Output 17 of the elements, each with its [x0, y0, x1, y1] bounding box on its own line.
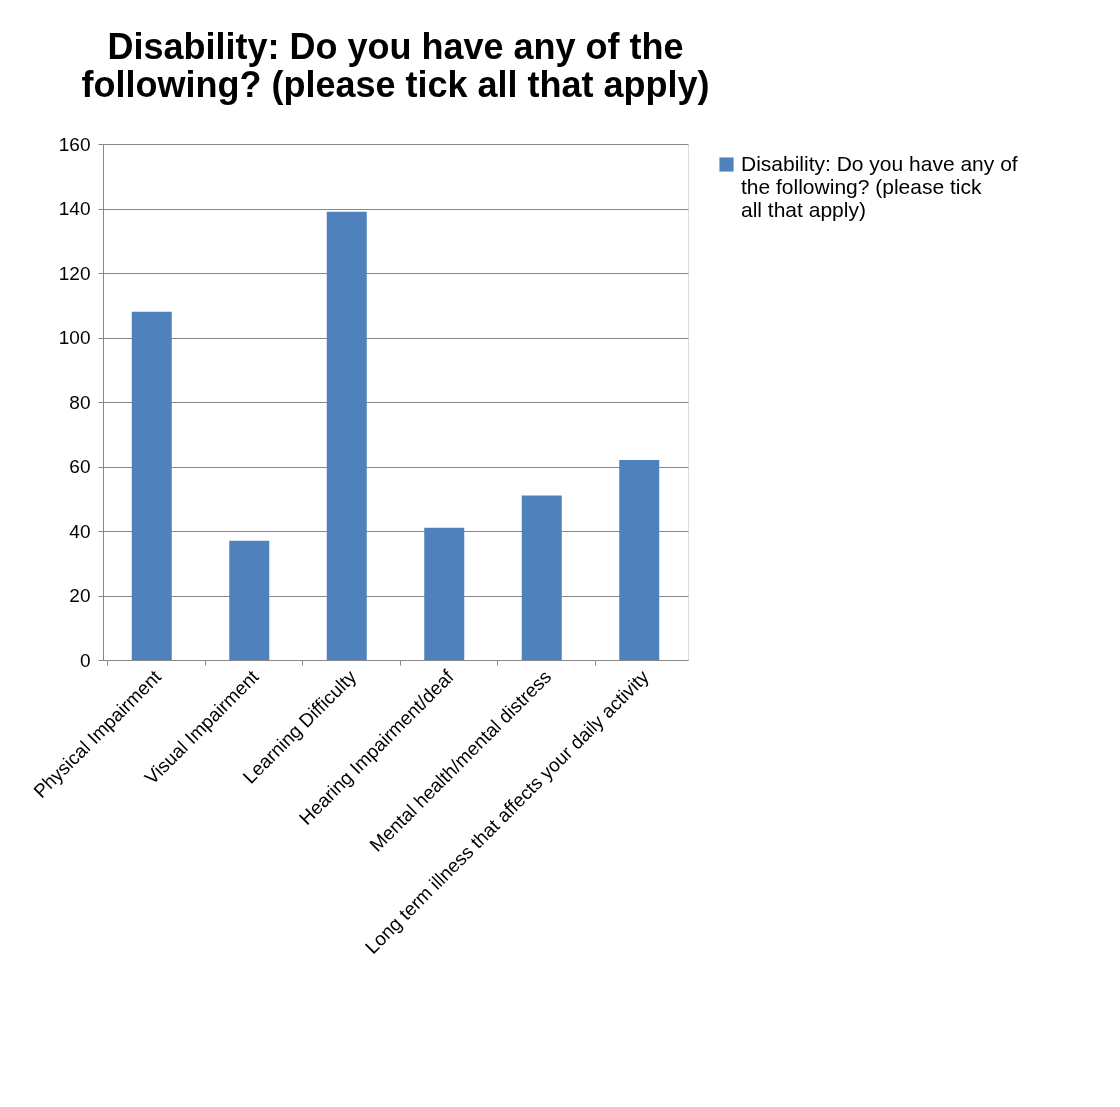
y-tick-label: 100: [58, 327, 91, 348]
bar: [521, 495, 562, 660]
bar: [424, 527, 465, 660]
legend-label: Disability: Do you have any of the following? (please tick all that apply): [741, 151, 1018, 221]
bar: [131, 311, 172, 660]
y-tick-label: 140: [58, 198, 91, 219]
bar: [619, 460, 660, 660]
y-tick-label: 0: [79, 649, 91, 671]
chart-title: Disability: Do you have any of the following? (please tick all that apply): [81, 26, 710, 105]
y-tick-label: 160: [58, 133, 91, 155]
y-tick-label: 40: [69, 520, 91, 542]
y-tick-label: 60: [69, 456, 91, 477]
y-tick-label: 120: [58, 262, 91, 284]
bar: [326, 211, 367, 660]
bar: [229, 540, 270, 660]
y-tick-label: 20: [69, 585, 91, 606]
y-tick-label: 80: [69, 391, 91, 413]
